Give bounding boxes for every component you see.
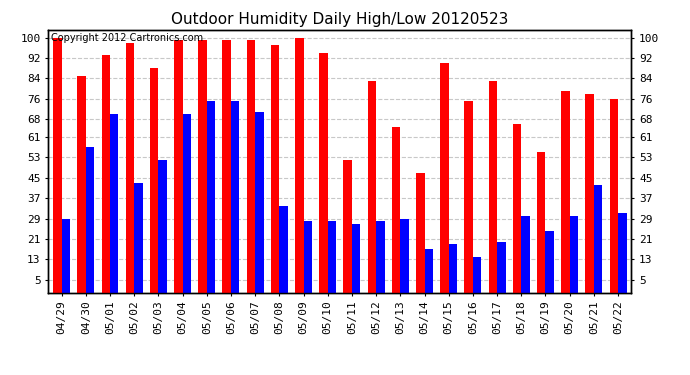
- Bar: [546, 231, 554, 292]
- Bar: [279, 206, 288, 292]
- Bar: [376, 221, 384, 292]
- Bar: [110, 114, 119, 292]
- Bar: [594, 186, 602, 292]
- Bar: [473, 257, 482, 292]
- Bar: [392, 127, 400, 292]
- Bar: [368, 81, 376, 292]
- Bar: [159, 160, 167, 292]
- Bar: [513, 124, 521, 292]
- Bar: [198, 40, 207, 292]
- Bar: [609, 99, 618, 292]
- Bar: [440, 63, 449, 292]
- Bar: [247, 40, 255, 292]
- Bar: [101, 56, 110, 292]
- Bar: [489, 81, 497, 292]
- Bar: [86, 147, 95, 292]
- Bar: [448, 244, 457, 292]
- Bar: [61, 219, 70, 292]
- Bar: [416, 173, 424, 292]
- Bar: [53, 38, 61, 292]
- Bar: [424, 249, 433, 292]
- Bar: [304, 221, 312, 292]
- Bar: [126, 43, 134, 292]
- Bar: [319, 53, 328, 292]
- Bar: [255, 111, 264, 292]
- Bar: [231, 101, 239, 292]
- Bar: [328, 221, 336, 292]
- Bar: [464, 101, 473, 292]
- Bar: [295, 38, 304, 292]
- Bar: [77, 76, 86, 292]
- Bar: [271, 45, 279, 292]
- Bar: [561, 91, 570, 292]
- Bar: [134, 183, 143, 292]
- Bar: [352, 224, 360, 292]
- Bar: [222, 40, 231, 292]
- Bar: [585, 94, 594, 292]
- Title: Outdoor Humidity Daily High/Low 20120523: Outdoor Humidity Daily High/Low 20120523: [171, 12, 509, 27]
- Bar: [174, 40, 183, 292]
- Bar: [570, 216, 578, 292]
- Bar: [400, 219, 408, 292]
- Bar: [537, 152, 546, 292]
- Bar: [183, 114, 191, 292]
- Bar: [618, 213, 627, 292]
- Bar: [150, 68, 159, 292]
- Bar: [521, 216, 530, 292]
- Text: Copyright 2012 Cartronics.com: Copyright 2012 Cartronics.com: [51, 33, 204, 43]
- Bar: [344, 160, 352, 292]
- Bar: [207, 101, 215, 292]
- Bar: [497, 242, 506, 292]
